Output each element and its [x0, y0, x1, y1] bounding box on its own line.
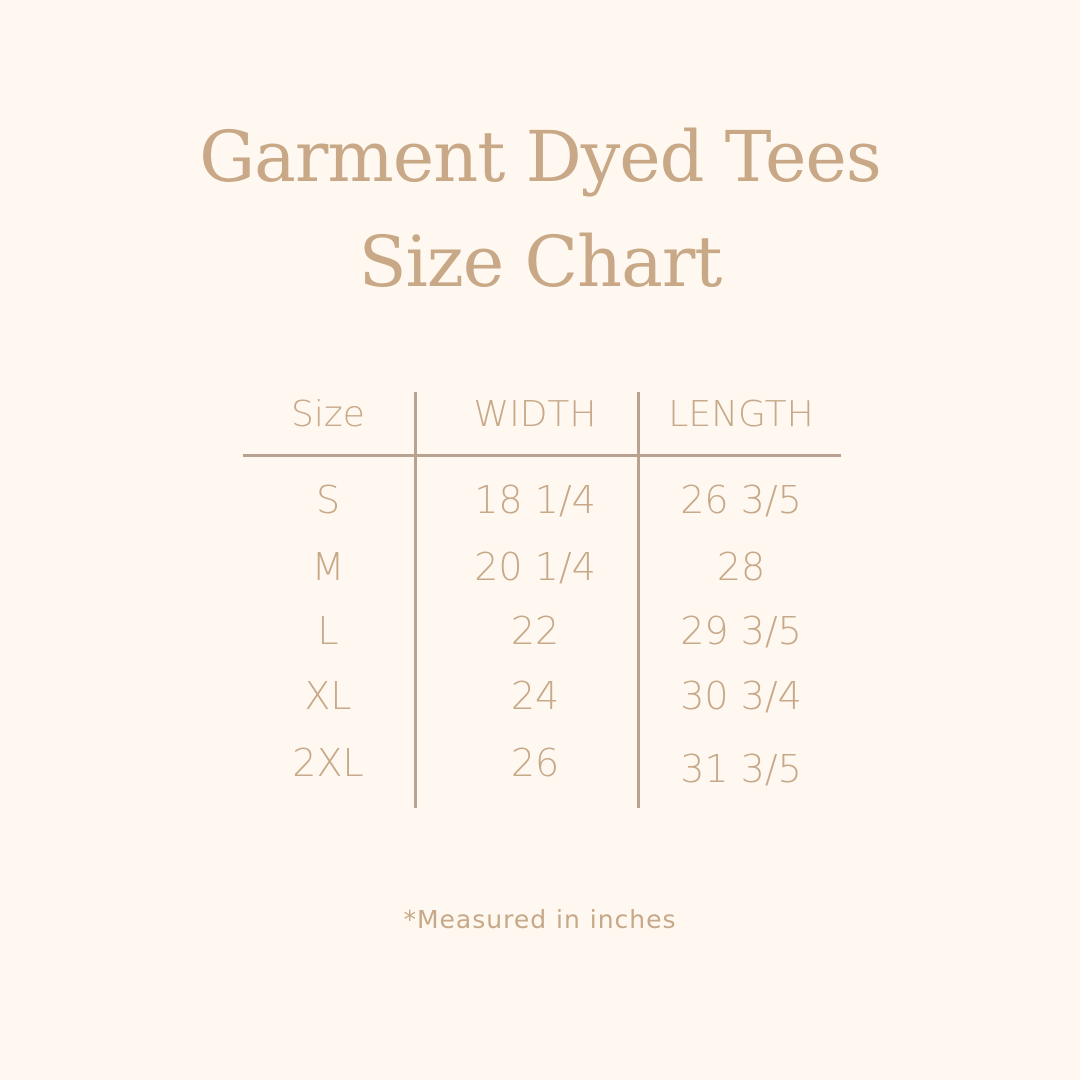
length-cell: 30 3/4 — [680, 674, 802, 718]
header-length: LENGTH — [668, 394, 814, 435]
size-cell: M — [311, 545, 345, 589]
title-line-2: Size Chart — [358, 221, 723, 303]
width-cell: 22 — [510, 609, 560, 653]
title-line-1: Garment Dyed Tees — [199, 116, 882, 198]
column-divider-1 — [414, 392, 417, 808]
size-cell: L — [317, 609, 339, 653]
length-cell: 26 3/5 — [680, 478, 802, 522]
footnote: *Measured in inches — [403, 905, 677, 934]
width-cell: 18 1/4 — [474, 478, 596, 522]
size-cell: XL — [304, 674, 352, 718]
header-width: WIDTH — [473, 394, 597, 435]
header-divider — [243, 454, 841, 457]
column-divider-2 — [637, 392, 640, 808]
length-cell: 28 — [716, 545, 766, 589]
size-cell: 2XL — [292, 741, 364, 785]
width-cell: 24 — [510, 674, 560, 718]
size-cell: S — [315, 478, 341, 522]
header-size: Size — [291, 394, 365, 435]
length-cell: 31 3/5 — [680, 747, 802, 791]
width-cell: 20 1/4 — [474, 545, 596, 589]
length-cell: 29 3/5 — [680, 609, 802, 653]
width-cell: 26 — [510, 741, 560, 785]
